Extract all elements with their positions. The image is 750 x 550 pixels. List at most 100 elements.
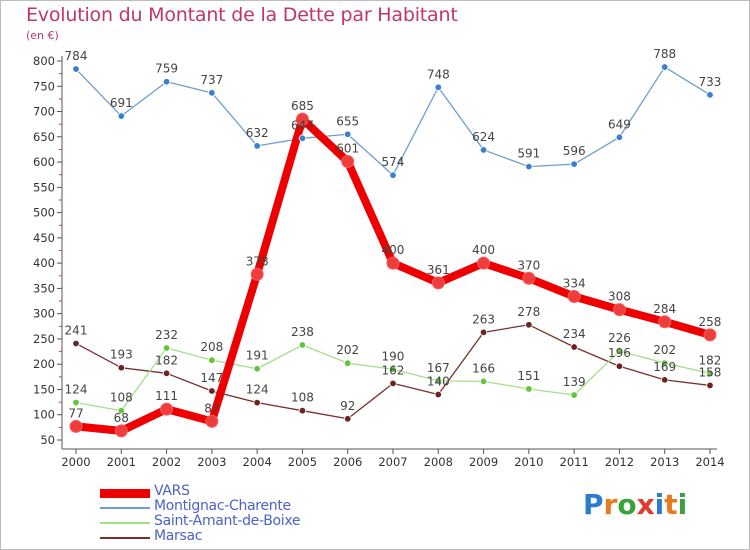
data-label: 202 bbox=[336, 343, 359, 357]
x-tick-label: 2001 bbox=[107, 455, 136, 469]
data-point bbox=[295, 112, 309, 126]
y-tick-label: 50 bbox=[40, 433, 55, 447]
data-label: 232 bbox=[155, 328, 178, 342]
data-label: 759 bbox=[155, 62, 178, 76]
y-tick-label: 300 bbox=[33, 307, 55, 321]
data-point bbox=[431, 276, 445, 290]
legend-label: Saint-Amant-de-Boixe bbox=[154, 513, 301, 529]
data-label: 400 bbox=[382, 243, 405, 257]
logo-letter: i bbox=[654, 488, 665, 521]
y-tick-label: 700 bbox=[33, 105, 55, 119]
data-point bbox=[479, 328, 488, 337]
chart-unit-label: (en €) bbox=[26, 29, 59, 42]
data-label: 92 bbox=[340, 399, 355, 413]
data-point bbox=[117, 112, 125, 120]
data-label: 691 bbox=[110, 96, 133, 110]
data-label: 258 bbox=[699, 315, 722, 329]
data-label: 87 bbox=[204, 401, 219, 415]
logo-letter: t bbox=[664, 488, 678, 521]
data-label: 308 bbox=[608, 290, 631, 304]
data-point bbox=[344, 130, 352, 138]
data-label: 226 bbox=[608, 331, 631, 345]
data-label: 238 bbox=[291, 325, 314, 339]
data-point bbox=[615, 362, 624, 370]
legend-swatch bbox=[100, 537, 150, 539]
data-point bbox=[344, 359, 352, 367]
y-tick-label: 150 bbox=[33, 382, 55, 396]
data-label: 191 bbox=[246, 349, 269, 363]
y-tick-label: 400 bbox=[33, 256, 55, 270]
data-point bbox=[69, 419, 83, 433]
data-label: 655 bbox=[336, 114, 359, 128]
data-label: 784 bbox=[65, 49, 88, 63]
legend-swatch bbox=[100, 488, 150, 498]
y-tick-label: 100 bbox=[33, 408, 55, 422]
y-tick-label: 750 bbox=[33, 79, 55, 93]
data-point bbox=[477, 256, 491, 270]
data-label: 400 bbox=[472, 243, 495, 257]
data-point bbox=[479, 146, 488, 154]
y-tick-label: 500 bbox=[33, 206, 55, 220]
legend-label: Marsac bbox=[154, 528, 203, 544]
data-point bbox=[117, 364, 125, 372]
data-point bbox=[162, 369, 171, 377]
data-label: 111 bbox=[155, 389, 178, 403]
data-point bbox=[615, 133, 624, 142]
data-label: 574 bbox=[382, 155, 405, 169]
data-label: 182 bbox=[155, 353, 178, 367]
legend-item: Saint-Amant-de-Boixe bbox=[100, 513, 350, 531]
x-tick-label: 2008 bbox=[424, 455, 453, 469]
logo-letter: o bbox=[617, 488, 637, 521]
data-point bbox=[658, 315, 672, 329]
data-point bbox=[525, 385, 533, 393]
data-point bbox=[253, 142, 261, 150]
data-point bbox=[162, 344, 171, 352]
data-label: 162 bbox=[382, 363, 405, 377]
logo-letter: P bbox=[583, 488, 604, 521]
logo-letter: r bbox=[603, 488, 618, 521]
x-tick-label: 2014 bbox=[695, 455, 724, 469]
data-point bbox=[706, 381, 714, 390]
data-label: 202 bbox=[653, 343, 676, 357]
data-point bbox=[160, 402, 174, 416]
data-label: 208 bbox=[200, 340, 223, 354]
chart-title: Evolution du Montant de la Dette par Hab… bbox=[26, 4, 458, 26]
y-tick-label: 350 bbox=[33, 281, 55, 295]
data-point bbox=[72, 339, 80, 348]
data-label: 169 bbox=[653, 360, 676, 374]
data-label: 77 bbox=[68, 406, 83, 420]
proxiti-logo: Proxiti bbox=[583, 488, 687, 521]
data-label: 591 bbox=[517, 147, 540, 161]
data-label: 361 bbox=[427, 263, 450, 277]
x-tick-label: 2003 bbox=[197, 455, 226, 469]
data-point bbox=[570, 391, 578, 399]
logo-letter: x bbox=[636, 488, 655, 521]
data-label: 647 bbox=[291, 118, 314, 132]
data-point bbox=[434, 83, 442, 91]
data-label: 166 bbox=[472, 361, 495, 375]
data-label: 140 bbox=[427, 375, 450, 389]
data-label: 68 bbox=[114, 411, 129, 425]
data-point bbox=[341, 155, 355, 169]
legend-swatch bbox=[100, 507, 150, 509]
data-label: 158 bbox=[699, 365, 722, 379]
data-point bbox=[389, 379, 397, 388]
y-tick-label: 250 bbox=[33, 332, 55, 346]
data-point bbox=[298, 341, 307, 349]
data-label: 241 bbox=[65, 323, 88, 337]
data-point bbox=[253, 398, 261, 407]
data-label: 182 bbox=[699, 353, 722, 367]
legend-label: VARS bbox=[154, 483, 190, 499]
data-point bbox=[208, 387, 216, 395]
x-tick-label: 2012 bbox=[605, 455, 634, 469]
data-point bbox=[386, 256, 400, 270]
data-point bbox=[389, 171, 397, 179]
data-point bbox=[567, 289, 581, 303]
logo-letter: i bbox=[677, 488, 688, 521]
data-point bbox=[117, 406, 125, 415]
data-label: 124 bbox=[65, 383, 88, 397]
data-label: 278 bbox=[517, 305, 540, 319]
data-label: 737 bbox=[200, 73, 223, 87]
